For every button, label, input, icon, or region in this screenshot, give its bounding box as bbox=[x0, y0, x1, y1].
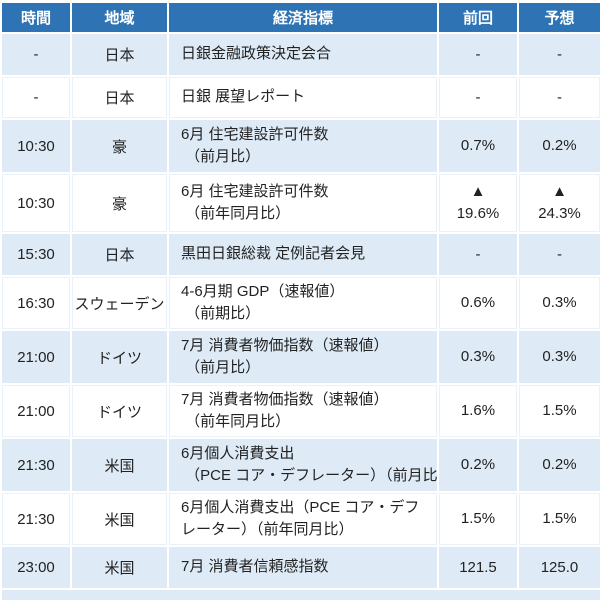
region-cell: 米国 bbox=[70, 437, 169, 493]
previous-cell: 0.2% bbox=[437, 437, 519, 493]
previous-cell: 1.5% bbox=[437, 491, 519, 547]
forecast-cell: 0.2% bbox=[517, 437, 600, 493]
time-cell: 10:30 bbox=[0, 172, 72, 234]
time-cell: - bbox=[0, 32, 72, 77]
indicator-cell: 6月 住宅建設許可件数 （前月比） bbox=[167, 118, 439, 174]
region-cell: 日本 bbox=[70, 75, 169, 120]
table-row: 15:30 日本 黒田日銀総裁 定例記者会見 - - bbox=[0, 232, 600, 277]
forecast-cell: - bbox=[517, 32, 600, 77]
time-cell: 21:30 bbox=[0, 491, 72, 547]
forecast-cell: 125.0 bbox=[517, 545, 600, 590]
previous-cell: 121.5 bbox=[437, 545, 519, 590]
indicator-cell: 7月 消費者物価指数（速報値） （前月比） bbox=[167, 329, 439, 385]
table-row: - 日本 日銀金融政策決定会合 - - bbox=[0, 32, 600, 77]
time-cell: - bbox=[0, 75, 72, 120]
region-cell: 豪 bbox=[70, 172, 169, 234]
table-row: 10:30 豪 6月 住宅建設許可件数 （前月比） 0.7% 0.2% bbox=[0, 118, 600, 174]
previous-cell: - bbox=[437, 75, 519, 120]
indicator-cell: 黒田日銀総裁 定例記者会見 bbox=[167, 232, 439, 277]
previous-cell: 1.6% bbox=[437, 383, 519, 439]
region-cell: 米国 bbox=[70, 545, 169, 590]
forecast-cell: 0.2% bbox=[517, 118, 600, 174]
table-row: - 日本 日銀 展望レポート - - bbox=[0, 75, 600, 120]
forecast-cell: 0.3% bbox=[517, 329, 600, 385]
forecast-cell: ▲ 24.3% bbox=[517, 172, 600, 234]
table-row: 21:30 米国 6月個人消費支出（PCE コア・デフ レーター）（前年同月比）… bbox=[0, 491, 600, 547]
previous-cell: 0.7% bbox=[437, 118, 519, 174]
previous-cell: - bbox=[437, 232, 519, 277]
table-body: - 日本 日銀金融政策決定会合 - - - 日本 日銀 展望レポート - - 1… bbox=[0, 32, 600, 602]
table-header: 時間 地域 経済指標 前回 予想 bbox=[0, 1, 600, 34]
footer-strip-cell bbox=[0, 588, 600, 602]
indicator-cell: 7月 消費者物価指数（速報値） （前年同月比） bbox=[167, 383, 439, 439]
time-cell: 16:30 bbox=[0, 275, 72, 331]
time-cell: 21:00 bbox=[0, 329, 72, 385]
region-cell: 日本 bbox=[70, 232, 169, 277]
previous-cell: 0.6% bbox=[437, 275, 519, 331]
region-cell: 米国 bbox=[70, 491, 169, 547]
column-header-forecast: 予想 bbox=[517, 1, 600, 34]
footer-strip bbox=[0, 588, 600, 602]
table-row: 23:00 米国 7月 消費者信頼感指数 121.5 125.0 bbox=[0, 545, 600, 590]
forecast-cell: - bbox=[517, 232, 600, 277]
header-row: 時間 地域 経済指標 前回 予想 bbox=[0, 1, 600, 34]
table-row: 21:30 米国 6月個人消費支出 （PCE コア・デフレーター）（前月比） 0… bbox=[0, 437, 600, 493]
table-row: 21:00 ドイツ 7月 消費者物価指数（速報値） （前年同月比） 1.6% 1… bbox=[0, 383, 600, 439]
region-cell: ドイツ bbox=[70, 383, 169, 439]
indicator-cell: 日銀金融政策決定会合 bbox=[167, 32, 439, 77]
forecast-cell: 1.5% bbox=[517, 383, 600, 439]
previous-cell: 0.3% bbox=[437, 329, 519, 385]
previous-cell: - bbox=[437, 32, 519, 77]
indicator-cell: 4-6月期 GDP（速報値） （前期比） bbox=[167, 275, 439, 331]
indicator-cell: 6月 住宅建設許可件数 （前年同月比） bbox=[167, 172, 439, 234]
table-row: 21:00 ドイツ 7月 消費者物価指数（速報値） （前月比） 0.3% 0.3… bbox=[0, 329, 600, 385]
table-row: 16:30 スウェーデン 4-6月期 GDP（速報値） （前期比） 0.6% 0… bbox=[0, 275, 600, 331]
indicator-cell: 6月個人消費支出（PCE コア・デフ レーター）（前年同月比） bbox=[167, 491, 439, 547]
column-header-time: 時間 bbox=[0, 1, 72, 34]
table-row: 10:30 豪 6月 住宅建設許可件数 （前年同月比） ▲ 19.6% ▲ 24… bbox=[0, 172, 600, 234]
region-cell: スウェーデン bbox=[70, 275, 169, 331]
indicator-cell: 7月 消費者信頼感指数 bbox=[167, 545, 439, 590]
indicator-cell: 6月個人消費支出 （PCE コア・デフレーター）（前月比） bbox=[167, 437, 439, 493]
column-header-previous: 前回 bbox=[437, 1, 519, 34]
time-cell: 15:30 bbox=[0, 232, 72, 277]
region-cell: 日本 bbox=[70, 32, 169, 77]
time-cell: 23:00 bbox=[0, 545, 72, 590]
time-cell: 21:30 bbox=[0, 437, 72, 493]
indicator-cell: 日銀 展望レポート bbox=[167, 75, 439, 120]
time-cell: 10:30 bbox=[0, 118, 72, 174]
region-cell: 豪 bbox=[70, 118, 169, 174]
column-header-region: 地域 bbox=[70, 1, 169, 34]
forecast-cell: 1.5% bbox=[517, 491, 600, 547]
region-cell: ドイツ bbox=[70, 329, 169, 385]
previous-cell: ▲ 19.6% bbox=[437, 172, 519, 234]
forecast-cell: - bbox=[517, 75, 600, 120]
column-header-indicator: 経済指標 bbox=[167, 1, 439, 34]
time-cell: 21:00 bbox=[0, 383, 72, 439]
forecast-cell: 0.3% bbox=[517, 275, 600, 331]
